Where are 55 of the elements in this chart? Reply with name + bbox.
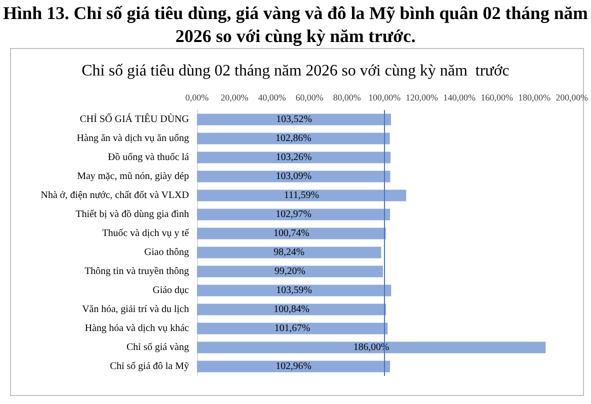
y-tick-label: CHỈ SỐ GIÁ TIÊU DÙNG [80, 113, 189, 125]
y-tick-label: Hàng ăn và dịch vụ ăn uống [76, 133, 189, 144]
bar [197, 246, 382, 258]
x-tick-label: 200,00% [556, 92, 588, 102]
y-tick-label: Văn hóa, giải trí và du lịch [82, 304, 189, 315]
data-label: 100,84% [274, 304, 310, 315]
x-tick-label: 80,00% [333, 92, 362, 102]
y-tick-label: Giao thông [144, 247, 189, 258]
bar [197, 114, 392, 126]
data-label: 101,67% [274, 323, 310, 334]
y-tick-label: Thuốc và dịch vụ y tế [102, 228, 190, 239]
data-label: 102,86% [275, 133, 312, 144]
x-tick-label: 140,00% [443, 92, 476, 102]
x-tick-label: 0,00% [185, 92, 210, 102]
x-tick-label: 180,00% [518, 92, 552, 102]
x-tick-label: 40,00% [258, 92, 286, 102]
bar [197, 342, 546, 354]
bar [197, 170, 390, 182]
data-label: 100,74% [273, 228, 310, 239]
x-tick-label: 20,00% [220, 92, 249, 102]
y-tick-label: Chỉ số giá vàng [126, 342, 189, 353]
y-tick-label: Chỉ số giá đô la Mỹ [110, 361, 189, 372]
data-label: 103,59% [276, 285, 312, 296]
data-label: 103,52% [276, 114, 312, 125]
bar [197, 266, 383, 278]
x-tick-label: 160,00% [480, 92, 514, 102]
x-tick-label: 100,00% [368, 92, 402, 102]
y-tick-label: Thông tin và truyền thông [84, 266, 189, 277]
data-label: 102,97% [276, 209, 312, 220]
bar [197, 304, 386, 316]
y-tick-label: Hàng hóa và dịch vụ khác [84, 323, 190, 334]
bar [197, 132, 390, 144]
bar [197, 284, 392, 296]
y-tick-label: Đồ uống và thuốc lá [108, 152, 190, 163]
y-tick-label: Nhà ở, điện nước, chất đốt và VLXD [40, 190, 189, 201]
x-tick-label: 60,00% [296, 92, 324, 102]
chart-subtitle: Chỉ số giá tiêu dùng 02 tháng năm 2026 so với cùng kỳ năm trước [82, 62, 510, 80]
data-label: 102,96% [276, 361, 312, 372]
data-label: 98,24% [274, 247, 304, 258]
bar [197, 228, 386, 240]
y-tick-label: May mặc, mũ nón, giày dép [77, 171, 189, 182]
bar [197, 322, 388, 334]
data-label: 111,59% [284, 190, 320, 201]
x-tick-label: 120,00% [406, 92, 439, 102]
data-label: 103,26% [276, 152, 312, 163]
bar [197, 360, 390, 372]
bar [197, 208, 390, 220]
data-label: 186,00% [353, 342, 390, 353]
bar [197, 190, 406, 202]
data-label: 99,20% [274, 266, 306, 277]
bar [197, 152, 391, 164]
y-tick-label: Giáo dục [152, 285, 190, 296]
y-tick-label: Thiết bị và đồ dùng gia đình [76, 209, 189, 220]
chart-title: Hình 13. Chỉ số giá tiêu dùng, giá vàng và đô la Mỹ bình quân 02 tháng năm 2026 so với cùng kỳ năm trước. [2, 2, 589, 48]
data-label: 103,09% [276, 171, 312, 182]
